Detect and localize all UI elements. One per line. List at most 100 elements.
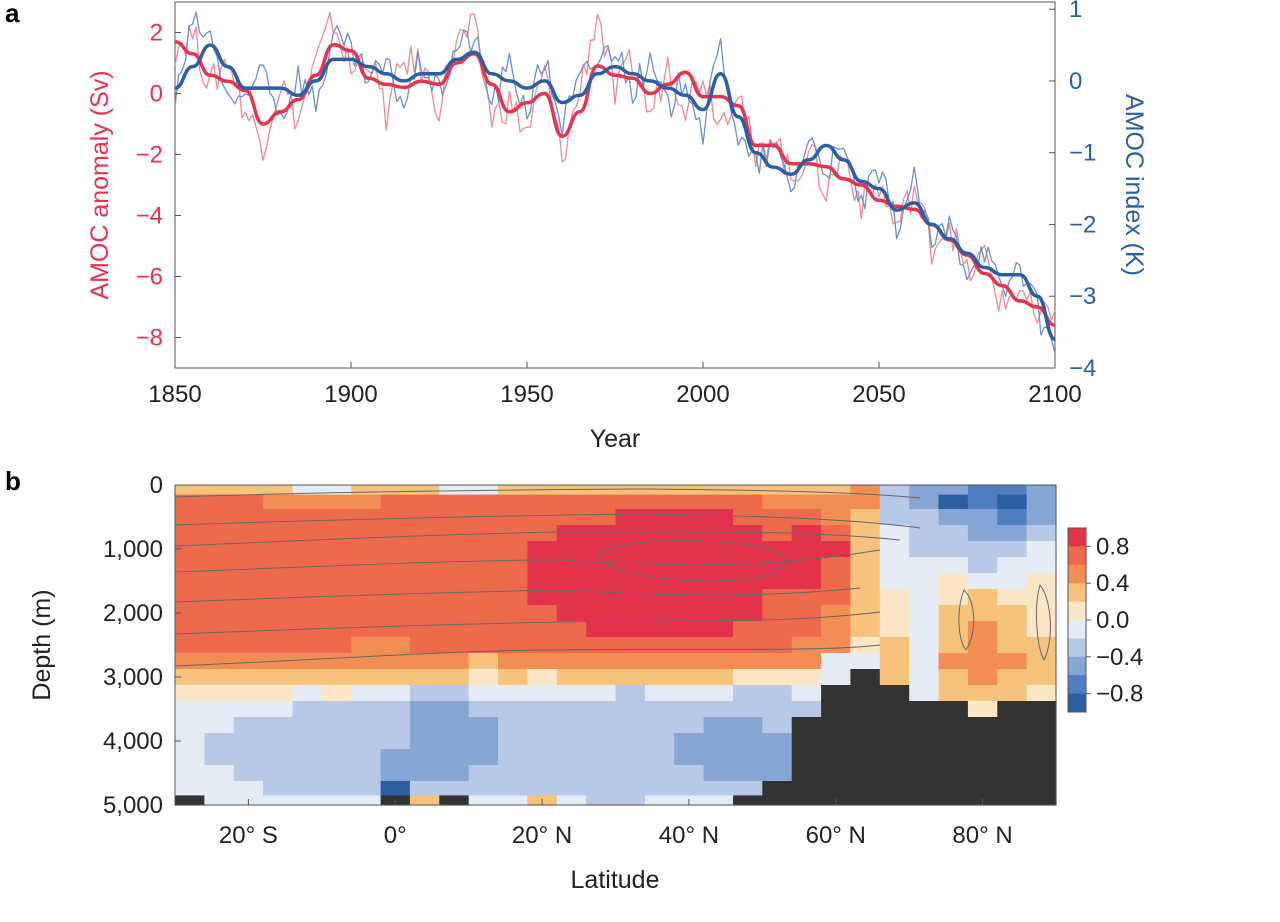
heatmap-cell: [703, 653, 734, 670]
heatmap-cell: [938, 573, 969, 590]
heatmap-cell: [644, 637, 675, 654]
heatmap-cell: [527, 541, 558, 558]
heatmap-cell: [938, 589, 969, 606]
heatmap-land-cell: [909, 749, 940, 766]
heatmap-cell: [204, 669, 235, 686]
heatmap-cell: [821, 605, 852, 622]
heatmap-cell: [527, 525, 558, 542]
heatmap-cell: [733, 653, 763, 670]
y-tick-label: 2,000: [103, 600, 163, 627]
heatmap-cell: [615, 781, 646, 796]
heatmap-cell: [175, 669, 205, 686]
heatmap-land-cell: [879, 765, 910, 782]
panel-b-heatmap: [175, 485, 1057, 806]
heatmap-land-cell: [938, 781, 969, 796]
heatmap-cell: [791, 494, 822, 510]
heatmap-cell: [1026, 509, 1057, 526]
heatmap-cell: [938, 485, 969, 496]
heatmap-cell: [439, 485, 470, 496]
heatmap-land-cell: [909, 765, 940, 782]
x-tick-label: 1850: [148, 381, 201, 408]
heatmap-cell: [292, 605, 323, 622]
heatmap-cell: [498, 637, 528, 654]
heatmap-cell: [850, 557, 881, 574]
heatmap-cell: [615, 749, 646, 766]
heatmap-cell: [556, 525, 587, 542]
heatmap-cell: [351, 781, 382, 796]
heatmap-cell: [644, 494, 675, 510]
panel-a-left-y-ticks: 2 0 −2 −4 −6 −8: [136, 20, 181, 352]
heatmap-cell: [380, 621, 411, 638]
heatmap-cell: [1026, 637, 1057, 654]
heatmap-cell: [586, 795, 617, 806]
heatmap-cell: [321, 573, 352, 590]
heatmap-cell: [527, 573, 558, 590]
heatmap-cell: [498, 765, 528, 782]
heatmap-cell: [263, 525, 294, 542]
heatmap-cell: [703, 621, 734, 638]
heatmap-cell: [292, 485, 323, 496]
panel-a-x-axis-label: Year: [590, 425, 641, 453]
heatmap-cell: [674, 573, 705, 590]
heatmap-cell: [674, 485, 705, 496]
heatmap-cell: [821, 669, 852, 686]
heatmap-cell: [556, 541, 587, 558]
heatmap-cell: [879, 525, 910, 542]
heatmap-land-cell: [879, 701, 910, 718]
heatmap-cell: [468, 494, 499, 510]
colorbar-swatch: [1068, 656, 1086, 676]
heatmap-cell: [762, 494, 793, 510]
heatmap-cell: [733, 765, 763, 782]
heatmap-cell: [967, 685, 998, 702]
heatmap-cell: [321, 605, 352, 622]
colorbar-tick-label: −0.8: [1096, 681, 1143, 708]
heatmap-cell: [556, 573, 587, 590]
heatmap-cell: [556, 605, 587, 622]
heatmap-cell: [175, 485, 205, 496]
heatmap-cell: [527, 509, 558, 526]
heatmap-cell: [644, 509, 675, 526]
heatmap-land-cell: [850, 669, 881, 686]
heatmap-cell: [204, 541, 235, 558]
heatmap-cell: [967, 485, 998, 496]
heatmap-land-cell: [791, 765, 822, 782]
heatmap-cell: [409, 621, 440, 638]
heatmap-cell: [439, 685, 470, 702]
heatmap-land-cell: [791, 781, 822, 796]
heatmap-cell: [644, 541, 675, 558]
heatmap-cell: [321, 749, 352, 766]
y-tick-label: 3,000: [103, 664, 163, 691]
panel-b-plot-frame: [174, 484, 1057, 806]
heatmap-cell: [233, 733, 264, 750]
heatmap-cell: [527, 605, 558, 622]
heatmap-cell: [997, 621, 1028, 638]
heatmap-cell: [498, 509, 528, 526]
heatmap-land-cell: [938, 733, 969, 750]
heatmap-cell: [380, 637, 411, 654]
heatmap-land-cell: [879, 795, 910, 806]
heatmap-cell: [879, 485, 910, 496]
heatmap-cell: [292, 781, 323, 796]
heatmap-cell: [909, 685, 940, 702]
heatmap-cell: [674, 781, 705, 796]
heatmap-cell: [439, 733, 470, 750]
heatmap-cell: [762, 573, 793, 590]
heatmap-cell: [644, 733, 675, 750]
heatmap-cell: [498, 685, 528, 702]
heatmap-cell: [791, 653, 822, 670]
heatmap-cell: [439, 494, 470, 510]
heatmap-cell: [938, 669, 969, 686]
heatmap-cell: [850, 494, 881, 510]
heatmap-cell: [409, 701, 440, 718]
heatmap-cell: [762, 589, 793, 606]
heatmap-land-cell: [879, 749, 910, 766]
heatmap-cell: [586, 485, 617, 496]
heatmap-cell: [233, 765, 264, 782]
heatmap-cell: [468, 781, 499, 796]
heatmap-cell: [967, 621, 998, 638]
heatmap-cell: [644, 621, 675, 638]
heatmap-cell: [703, 637, 734, 654]
heatmap-cell: [175, 589, 205, 606]
heatmap-cell: [1026, 621, 1057, 638]
heatmap-cell: [733, 621, 763, 638]
